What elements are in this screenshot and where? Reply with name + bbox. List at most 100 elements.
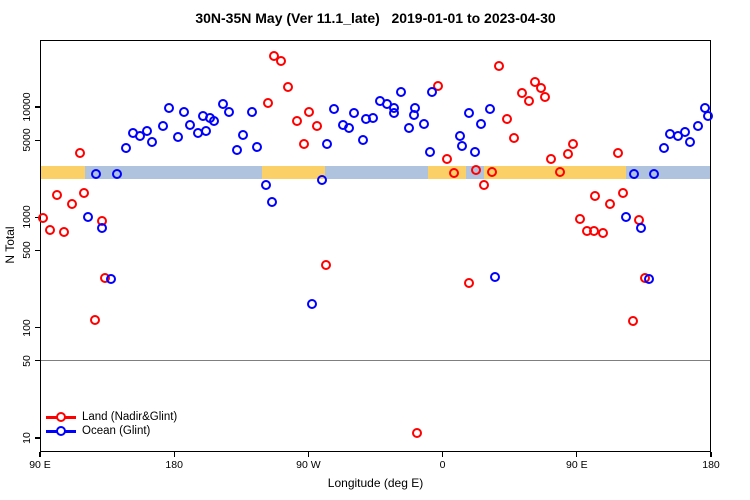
- data-point: [612, 147, 623, 158]
- data-point: [147, 136, 158, 147]
- x-axis-tick: [442, 452, 444, 457]
- data-point: [493, 61, 504, 72]
- data-point: [238, 129, 249, 140]
- data-point: [679, 126, 690, 137]
- x-axis-tick-label: 180: [165, 459, 183, 471]
- data-point: [349, 107, 360, 118]
- data-point: [484, 103, 495, 114]
- data-point: [404, 122, 415, 133]
- x-axis-tick-label: 180: [702, 459, 720, 471]
- x-axis-tick-label: 90 W: [296, 459, 321, 471]
- data-point: [643, 273, 654, 284]
- data-point: [562, 148, 573, 159]
- y-axis-tick: [35, 249, 40, 252]
- data-point: [51, 190, 62, 201]
- data-point: [173, 131, 184, 142]
- data-point: [44, 224, 55, 235]
- surface-band-ocean: [625, 165, 711, 180]
- data-point: [112, 168, 123, 179]
- data-point: [317, 174, 328, 185]
- y-axis-tick: [35, 106, 40, 108]
- data-point: [589, 190, 600, 201]
- y-axis-title: N Total: [3, 226, 17, 264]
- data-point: [37, 212, 48, 223]
- data-point: [121, 142, 132, 153]
- data-point: [358, 134, 369, 145]
- data-point: [535, 82, 546, 93]
- data-point: [307, 298, 318, 309]
- x-axis-tick: [173, 452, 175, 457]
- x-axis-tick-label: 0: [439, 459, 446, 471]
- legend-label-land: Land (Nadir&Glint): [82, 411, 178, 423]
- data-point: [470, 165, 481, 176]
- y-axis-tick: [35, 139, 40, 141]
- land-marker-icon: [46, 412, 76, 422]
- legend-item-ocean: Ocean (Glint): [46, 424, 177, 438]
- data-point: [486, 166, 497, 177]
- data-point: [396, 86, 407, 97]
- data-point: [97, 222, 108, 233]
- data-point: [463, 107, 474, 118]
- data-point: [454, 130, 465, 141]
- data-point: [59, 226, 69, 237]
- y-axis-tick: [35, 326, 40, 329]
- legend-item-land: Land (Nadir&Glint): [46, 410, 177, 424]
- data-point: [408, 109, 419, 120]
- surface-band-land: [40, 165, 86, 180]
- data-point: [478, 180, 489, 191]
- data-point: [456, 140, 467, 151]
- data-point: [218, 99, 229, 110]
- y-axis-tick-label: 5000: [21, 128, 33, 152]
- data-point: [501, 113, 512, 124]
- surface-band-land: [262, 165, 326, 180]
- data-point: [261, 180, 272, 191]
- data-point: [75, 148, 86, 159]
- data-point: [91, 168, 102, 179]
- data-point: [448, 167, 459, 178]
- y-axis-tick-label: 500: [21, 241, 33, 260]
- data-point: [426, 86, 437, 97]
- data-point: [604, 198, 615, 209]
- data-point: [90, 315, 101, 326]
- data-point: [299, 138, 310, 149]
- legend-label-ocean: Ocean (Glint): [82, 425, 151, 437]
- data-point: [224, 106, 235, 117]
- data-point: [312, 120, 323, 131]
- y-axis-tick-label: 50: [21, 354, 33, 367]
- data-point: [201, 125, 212, 136]
- x-axis-tick-label: 90 E: [29, 459, 51, 471]
- data-point: [106, 273, 117, 284]
- data-point: [276, 56, 287, 67]
- x-axis-title: Longitude (deg E): [327, 476, 424, 490]
- data-point: [529, 76, 540, 87]
- data-point: [469, 146, 480, 157]
- x-axis-tick: [307, 452, 310, 457]
- data-point: [574, 213, 585, 224]
- data-point: [648, 168, 659, 179]
- data-point: [344, 122, 355, 133]
- chart-title: 30N-35N May (Ver 11.1_late) 2019-01-01 t…: [195, 10, 556, 26]
- data-point: [322, 138, 333, 149]
- data-point: [441, 153, 452, 164]
- y-axis-tick-label: 10000: [21, 92, 33, 122]
- data-point: [545, 153, 556, 164]
- data-point: [388, 107, 399, 118]
- data-point: [523, 96, 534, 107]
- data-point: [597, 227, 608, 238]
- data-point: [411, 428, 422, 439]
- y-axis-tick: [35, 437, 40, 439]
- x-axis-tick: [39, 452, 41, 457]
- data-point: [283, 81, 294, 92]
- data-point: [135, 130, 146, 141]
- data-point: [321, 259, 332, 270]
- y-axis-tick-label: 1000: [21, 205, 33, 229]
- data-point: [418, 118, 429, 129]
- data-point: [158, 120, 169, 131]
- data-point: [329, 103, 340, 114]
- data-point: [79, 187, 90, 198]
- data-point: [539, 92, 550, 103]
- data-point: [692, 120, 703, 131]
- data-point: [252, 141, 263, 152]
- data-point: [508, 133, 519, 143]
